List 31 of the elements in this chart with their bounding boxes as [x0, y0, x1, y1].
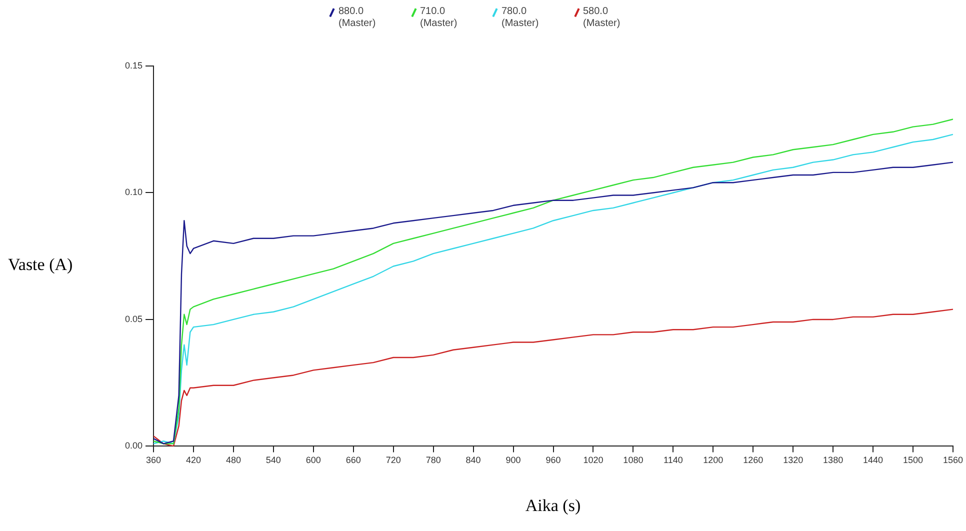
legend-label: 880.0 (Master): [338, 6, 377, 30]
x-tick-label: 1140: [663, 455, 683, 466]
x-tick-label: 660: [346, 455, 361, 466]
x-tick-label: 1380: [823, 455, 844, 466]
x-tick-label: 480: [226, 455, 241, 466]
y-tick-label: 0.10: [124, 187, 143, 198]
legend-label: 780.0 (Master): [502, 6, 540, 30]
x-tick-label: 1020: [583, 455, 604, 466]
x-tick-label: 1560: [942, 455, 964, 466]
x-tick-label: 1260: [743, 455, 764, 466]
x-tick-label: 1440: [863, 455, 884, 466]
x-tick-label: 720: [386, 455, 401, 466]
x-tick-label: 780: [426, 455, 441, 466]
y-tick-label: 0.05: [124, 314, 143, 324]
y-tick-label: 0.00: [124, 440, 143, 451]
x-tick-label: 540: [266, 455, 281, 466]
x-tick-label: 1200: [703, 455, 724, 466]
x-tick-label: 1320: [783, 455, 804, 466]
x-axis-title: Aika (s): [524, 496, 582, 516]
x-tick-label: 360: [146, 455, 162, 466]
x-tick-label: 420: [186, 455, 202, 466]
x-tick-label: 600: [306, 455, 321, 466]
legend-label: 710.0 (Master): [420, 6, 458, 30]
x-tick-label: 1080: [623, 455, 644, 466]
legend-label: 580.0 (Master): [583, 6, 622, 30]
y-axis-title: Vaste (A): [8, 255, 73, 275]
x-tick-label: 900: [506, 455, 521, 466]
x-tick-label: 960: [546, 455, 561, 466]
x-tick-label: 840: [466, 455, 481, 466]
y-tick-label: 0.15: [124, 60, 143, 70]
x-tick-label: 1500: [903, 455, 924, 466]
